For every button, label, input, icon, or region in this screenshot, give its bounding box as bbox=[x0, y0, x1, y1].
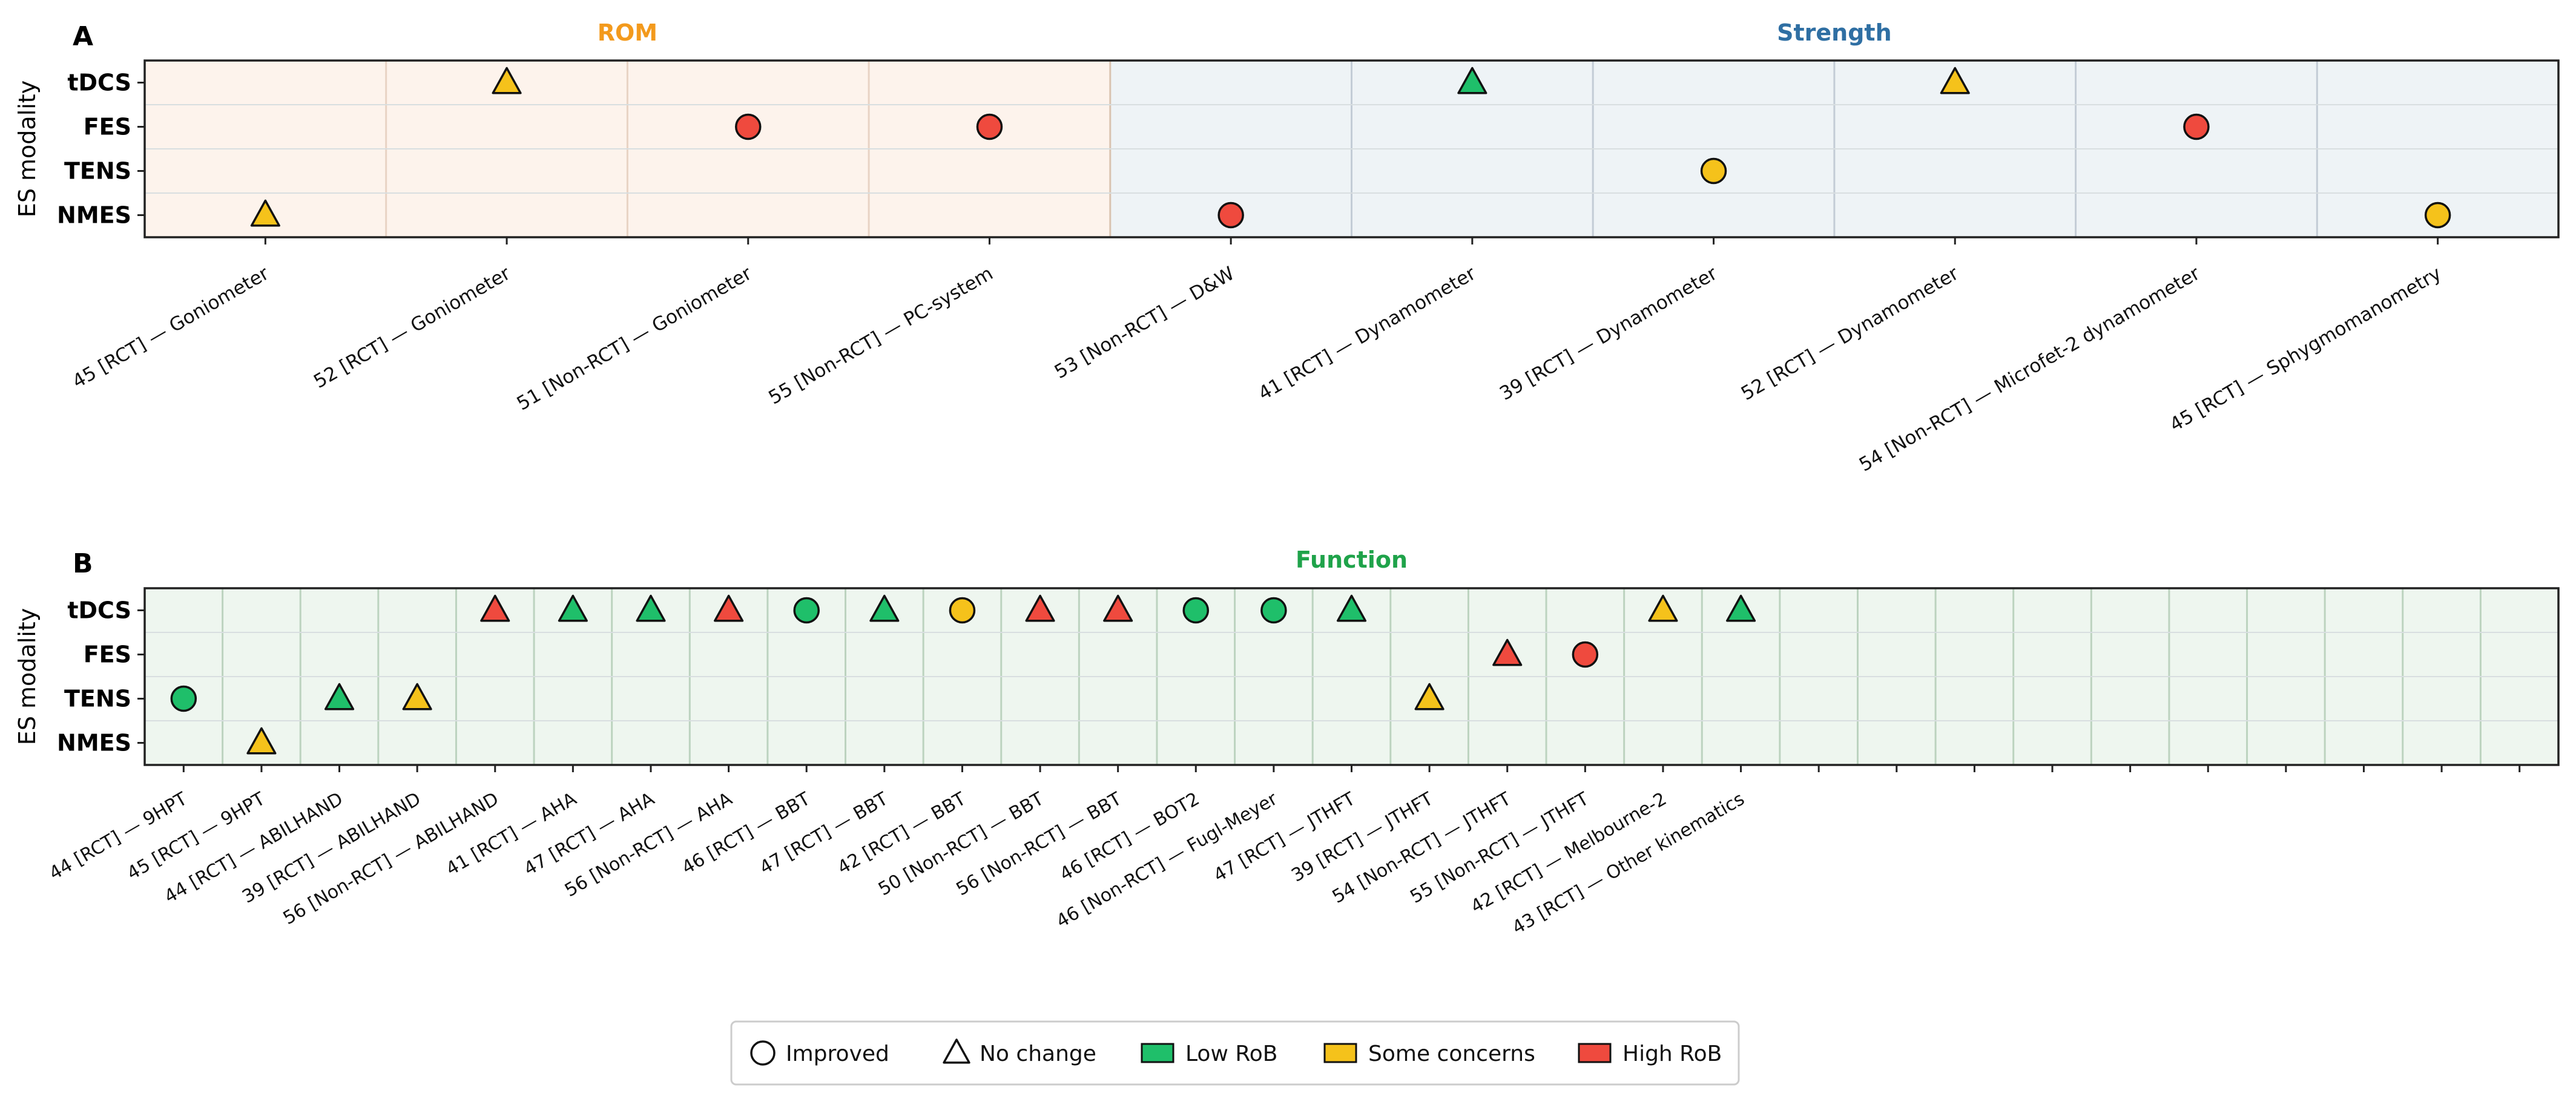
data-point-improved bbox=[735, 113, 762, 140]
axes-frame bbox=[143, 59, 2560, 238]
group-title: Strength bbox=[1777, 19, 1892, 46]
data-point-no-change bbox=[324, 683, 355, 710]
x-tick-label: 45 [RCT] — Sphygmomanometry bbox=[2166, 263, 2445, 436]
y-tick-label: NMES bbox=[57, 730, 131, 756]
panel-label: B bbox=[73, 548, 93, 579]
data-point-no-change bbox=[1336, 594, 1367, 622]
legend-box bbox=[730, 1020, 1740, 1086]
legend-color-swatch bbox=[1578, 1043, 1612, 1063]
x-tick-label: 41 [RCT] — AHA bbox=[443, 788, 581, 880]
legend-improved-marker bbox=[750, 1040, 776, 1066]
group-title: ROM bbox=[598, 19, 657, 46]
data-point-no-change bbox=[1492, 638, 1523, 666]
y-tick-label: NMES bbox=[57, 202, 131, 229]
legend-color-swatch bbox=[1323, 1043, 1357, 1063]
legend-no-change-marker bbox=[943, 1038, 970, 1064]
x-tick-label: 52 [RCT] — Goniometer bbox=[310, 263, 514, 393]
data-point-no-change bbox=[250, 199, 280, 227]
data-point-improved bbox=[2424, 202, 2451, 229]
data-point-no-change bbox=[402, 683, 432, 710]
panel-label: A bbox=[73, 21, 93, 52]
data-point-improved bbox=[1572, 641, 1599, 668]
data-point-no-change bbox=[1414, 683, 1444, 710]
data-point-no-change bbox=[558, 594, 588, 622]
data-point-no-change bbox=[1940, 67, 1970, 94]
legend-label: High RoB bbox=[1622, 1042, 1722, 1066]
y-tick-label: tDCS bbox=[67, 70, 131, 96]
legend: Improved No change Low RoB Some concerns Hig… bbox=[730, 1020, 1740, 1086]
y-axis-label: ES modality bbox=[14, 80, 41, 217]
y-tick-label: TENS bbox=[64, 686, 131, 712]
y-tick-label: FES bbox=[84, 114, 131, 140]
y-tick-label: TENS bbox=[64, 158, 131, 185]
y-tick-label: FES bbox=[84, 641, 131, 668]
x-tick-label: 55 [Non-RCT] — PC-system bbox=[765, 263, 997, 409]
data-point-improved bbox=[1182, 597, 1210, 624]
group-title: Function bbox=[1296, 546, 1408, 573]
x-tick-label: 47 [RCT] — BBT bbox=[756, 788, 892, 879]
data-point-no-change bbox=[1103, 594, 1133, 622]
legend-label: No change bbox=[980, 1042, 1096, 1066]
x-tick-label: 41 [RCT] — Dynamometer bbox=[1254, 263, 1480, 405]
x-tick-label: 45 [RCT] — Goniometer bbox=[68, 263, 272, 393]
data-point-no-change bbox=[1457, 67, 1487, 94]
legend-label: Low RoB bbox=[1185, 1042, 1277, 1066]
panel-b: Function B ES modality tDCS FES TENS NMES 44 [R… bbox=[14, 546, 2560, 939]
data-point-no-change bbox=[1025, 594, 1055, 622]
panel-a: ROM Strength A ES modality tDCS FES TENS NMES 45… bbox=[14, 19, 2560, 476]
data-point-improved bbox=[976, 113, 1003, 140]
x-tick-label: 52 [RCT] — Dynamometer bbox=[1738, 263, 1963, 405]
x-tick-label: 53 [Non-RCT] — D&W bbox=[1051, 263, 1238, 383]
data-point-improved bbox=[170, 685, 197, 712]
legend-label: Improved bbox=[786, 1042, 889, 1066]
legend-color-swatch bbox=[1141, 1043, 1174, 1063]
x-tick-label: 46 [RCT] — BBT bbox=[678, 788, 814, 879]
data-point-no-change bbox=[1726, 594, 1756, 622]
x-tick-label: 47 [RCT] — JTHFT bbox=[1210, 788, 1359, 886]
data-point-improved bbox=[2183, 113, 2210, 140]
data-point-improved bbox=[1260, 597, 1287, 624]
y-tick-label: tDCS bbox=[67, 597, 131, 624]
data-point-improved bbox=[793, 597, 820, 624]
x-tick-label: 51 [Non-RCT] — Goniometer bbox=[513, 263, 756, 415]
x-tick-label: 39 [RCT] — Dynamometer bbox=[1496, 263, 1721, 405]
data-point-improved bbox=[949, 597, 976, 624]
y-axis-label: ES modality bbox=[14, 608, 41, 745]
data-point-no-change bbox=[714, 594, 744, 622]
data-point-no-change bbox=[869, 594, 900, 622]
data-point-no-change bbox=[480, 594, 510, 622]
data-point-no-change bbox=[1648, 594, 1678, 622]
legend-label: Some concerns bbox=[1368, 1042, 1535, 1066]
data-point-no-change bbox=[636, 594, 666, 622]
data-point-improved bbox=[1217, 202, 1244, 229]
x-tick-label: 42 [RCT] — BBT bbox=[834, 788, 970, 879]
x-tick-label: 44 [RCT] — 9HPT bbox=[45, 788, 191, 884]
data-point-no-change bbox=[492, 67, 522, 94]
data-point-improved bbox=[1700, 157, 1727, 185]
data-point-no-change bbox=[246, 727, 277, 755]
